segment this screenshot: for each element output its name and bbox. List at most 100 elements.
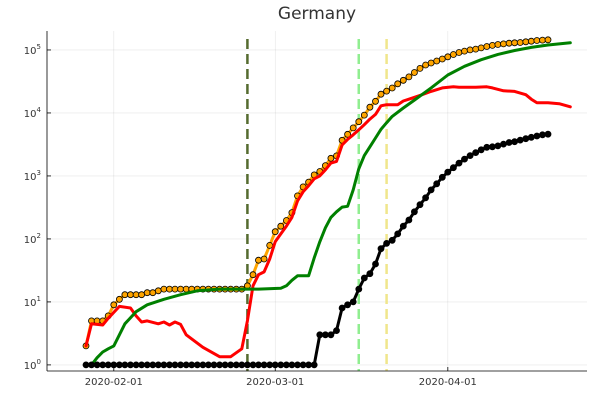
series-3-point: [527, 133, 535, 141]
series-0-point: [266, 241, 274, 249]
series-0-point: [410, 69, 418, 76]
x-tick-label: 2020-03-01: [246, 377, 304, 388]
series-0-point: [483, 43, 491, 50]
series-3-point: [338, 304, 346, 312]
series-0-point: [511, 39, 518, 47]
grid: [47, 31, 587, 371]
series-3-point: [433, 180, 441, 188]
series-0-point: [255, 256, 262, 264]
series-3-point: [305, 361, 313, 369]
series-3-point: [410, 208, 418, 216]
series-3-point: [82, 361, 90, 369]
series-3-point: [327, 331, 335, 339]
series-0-point: [127, 291, 134, 299]
series-3-point: [388, 236, 396, 244]
series-3-point: [438, 173, 446, 181]
series-0-point: [544, 36, 552, 44]
series-0-point: [461, 47, 468, 55]
series-3-point: [310, 361, 318, 369]
series-0-point: [527, 37, 535, 45]
series-0-point: [344, 130, 352, 138]
series-3-point: [177, 361, 185, 369]
series-3-point: [500, 140, 507, 148]
series-line-1: [84, 85, 572, 359]
series-0-point: [383, 87, 391, 95]
series-0-point: [277, 222, 285, 230]
series-0-point: [110, 301, 118, 309]
reference-lines: [246, 39, 388, 371]
series-0-point: [533, 37, 541, 44]
series-0-point: [477, 44, 485, 52]
series-0-point: [399, 76, 407, 84]
series-3-point: [221, 361, 229, 369]
series-3-point: [143, 361, 151, 369]
series-3-point: [539, 131, 546, 139]
series-0-point: [422, 61, 430, 69]
series-3-point: [255, 361, 262, 369]
x-tick-label: 2020-02-01: [85, 377, 143, 388]
series-3-point: [121, 361, 129, 369]
series-0-point: [494, 41, 502, 48]
series-3-point: [377, 245, 385, 253]
series-3-point: [466, 152, 474, 160]
series-line-2: [90, 41, 572, 367]
series-0-point: [377, 90, 385, 98]
series-3-point: [416, 201, 424, 209]
series-3-point: [238, 361, 246, 369]
series-3-point: [288, 361, 296, 369]
series-3-point: [544, 130, 552, 138]
series-0-point: [488, 42, 496, 49]
series-3-point: [127, 361, 134, 369]
series-3-point: [399, 222, 407, 230]
series-0-point: [171, 285, 179, 293]
y-tick-label: 101: [24, 295, 41, 309]
series-0-point: [360, 111, 368, 119]
series-3-point: [93, 361, 101, 369]
series-0-point: [160, 285, 168, 293]
series-0-point: [154, 287, 162, 295]
y-tick-label: 100: [24, 358, 41, 372]
series-3-point: [260, 361, 268, 369]
series-3-point: [138, 361, 146, 369]
series-3-point: [88, 361, 95, 369]
series-3-point: [154, 361, 162, 369]
series-3-point: [99, 361, 107, 369]
series-0-point: [366, 103, 374, 111]
series-0-point: [444, 53, 452, 61]
series-3-point: [461, 155, 468, 163]
series-0-point: [516, 39, 524, 46]
series-3-point: [204, 361, 212, 369]
series-0-point: [116, 295, 123, 303]
series-3-point: [449, 164, 457, 172]
series-3-point: [344, 301, 352, 309]
series-0-point: [355, 118, 363, 126]
series-3-point: [294, 361, 301, 369]
series-layer: [82, 36, 572, 369]
series-3-point: [483, 143, 491, 151]
series-0-point: [327, 154, 335, 162]
axes: 100 101 102 103 104 105 2020-02-01 2020-03-01 20…: [24, 31, 587, 388]
series-0-point: [505, 39, 513, 47]
series-3-point: [227, 361, 235, 369]
y-tick-label: 102: [24, 232, 41, 246]
series-0-point: [455, 49, 463, 56]
series-0-point: [427, 59, 435, 67]
series-3-point: [366, 270, 374, 278]
series-0-point: [472, 45, 480, 53]
series-0-point: [372, 97, 379, 105]
series-3-point: [360, 274, 368, 282]
y-tick-label: 103: [24, 169, 41, 183]
series-0-point: [466, 46, 474, 54]
series-3-point: [444, 168, 452, 176]
series-3-point: [477, 146, 485, 154]
series-3-point: [349, 298, 357, 306]
series-0-point: [433, 57, 441, 65]
series-3-point: [171, 361, 179, 369]
series-3-point: [333, 327, 340, 335]
series-3-point: [516, 136, 524, 144]
chart-title: Germany: [278, 4, 356, 24]
series-3-point: [372, 260, 379, 268]
series-3-point: [277, 361, 285, 369]
series-0-point: [438, 55, 446, 63]
